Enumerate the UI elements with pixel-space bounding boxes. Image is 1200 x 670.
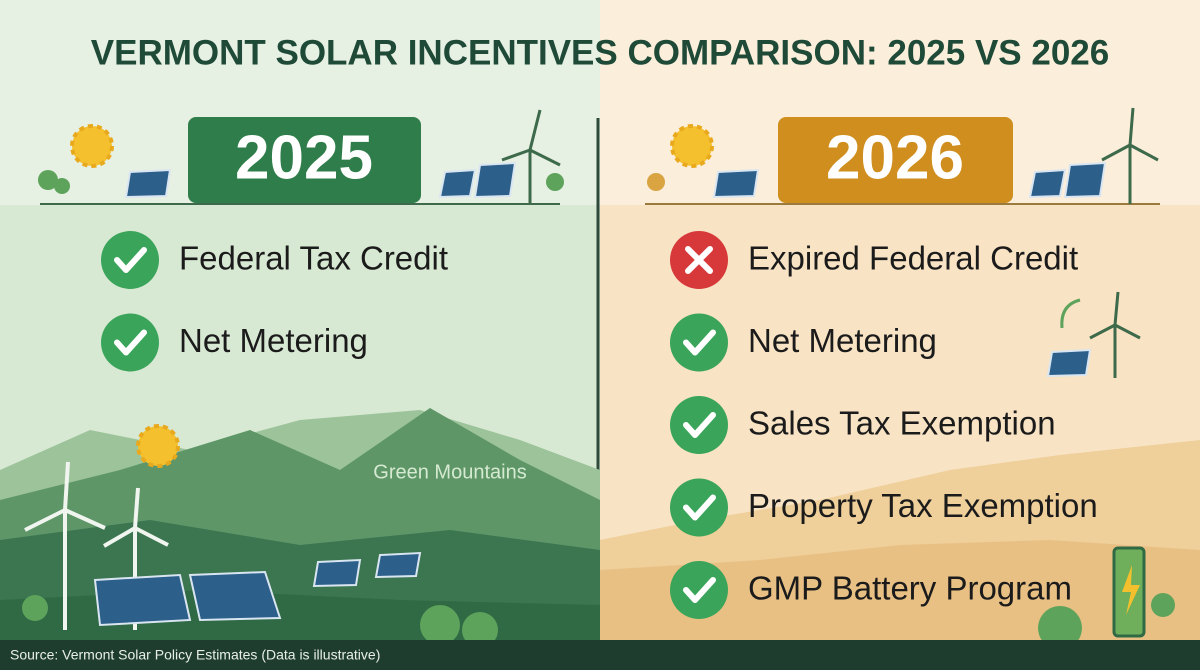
item-label: Federal Tax Credit — [179, 240, 448, 277]
incentive-item: GMP Battery Program — [670, 561, 1072, 619]
year-badge — [188, 117, 421, 203]
right-scenery — [600, 107, 1200, 650]
incentive-item: Net Metering — [670, 313, 937, 372]
year-label: 2026 — [826, 123, 964, 192]
item-label: Expired Federal Credit — [748, 240, 1078, 277]
check-mark — [114, 247, 147, 273]
item-label: Sales Tax Exemption — [748, 405, 1056, 442]
year-badge — [778, 117, 1013, 203]
check-mark — [683, 494, 716, 521]
item-label: GMP Battery Program — [748, 570, 1072, 607]
incentive-item: Property Tax Exemption — [670, 478, 1098, 537]
item-label: Net Metering — [179, 322, 368, 359]
check-icon — [670, 478, 728, 537]
cross-mark — [685, 246, 713, 274]
incentive-item: Expired Federal Credit — [670, 231, 1078, 289]
check-mark — [683, 577, 716, 603]
year-label: 2025 — [235, 123, 373, 192]
check-icon — [670, 313, 728, 372]
check-icon — [101, 313, 159, 372]
scene-label: Green Mountains — [373, 461, 526, 483]
incentive-item: Net Metering — [101, 313, 368, 372]
incentive-item: Federal Tax Credit — [101, 231, 448, 289]
check-icon — [670, 561, 728, 619]
source-note: Source: Vermont Solar Policy Estimates (… — [10, 647, 380, 663]
footer-bar — [0, 640, 1200, 670]
check-mark — [114, 329, 147, 356]
title: VERMONT SOLAR INCENTIVES COMPARISON: 202… — [91, 33, 1109, 72]
check-mark — [683, 412, 716, 438]
check-icon — [101, 231, 159, 289]
item-label: Net Metering — [748, 322, 937, 359]
item-label: Property Tax Exemption — [748, 487, 1098, 524]
incentive-item: Sales Tax Exemption — [670, 396, 1056, 454]
check-mark — [683, 329, 716, 356]
check-icon — [670, 396, 728, 454]
left-scenery — [0, 109, 600, 648]
